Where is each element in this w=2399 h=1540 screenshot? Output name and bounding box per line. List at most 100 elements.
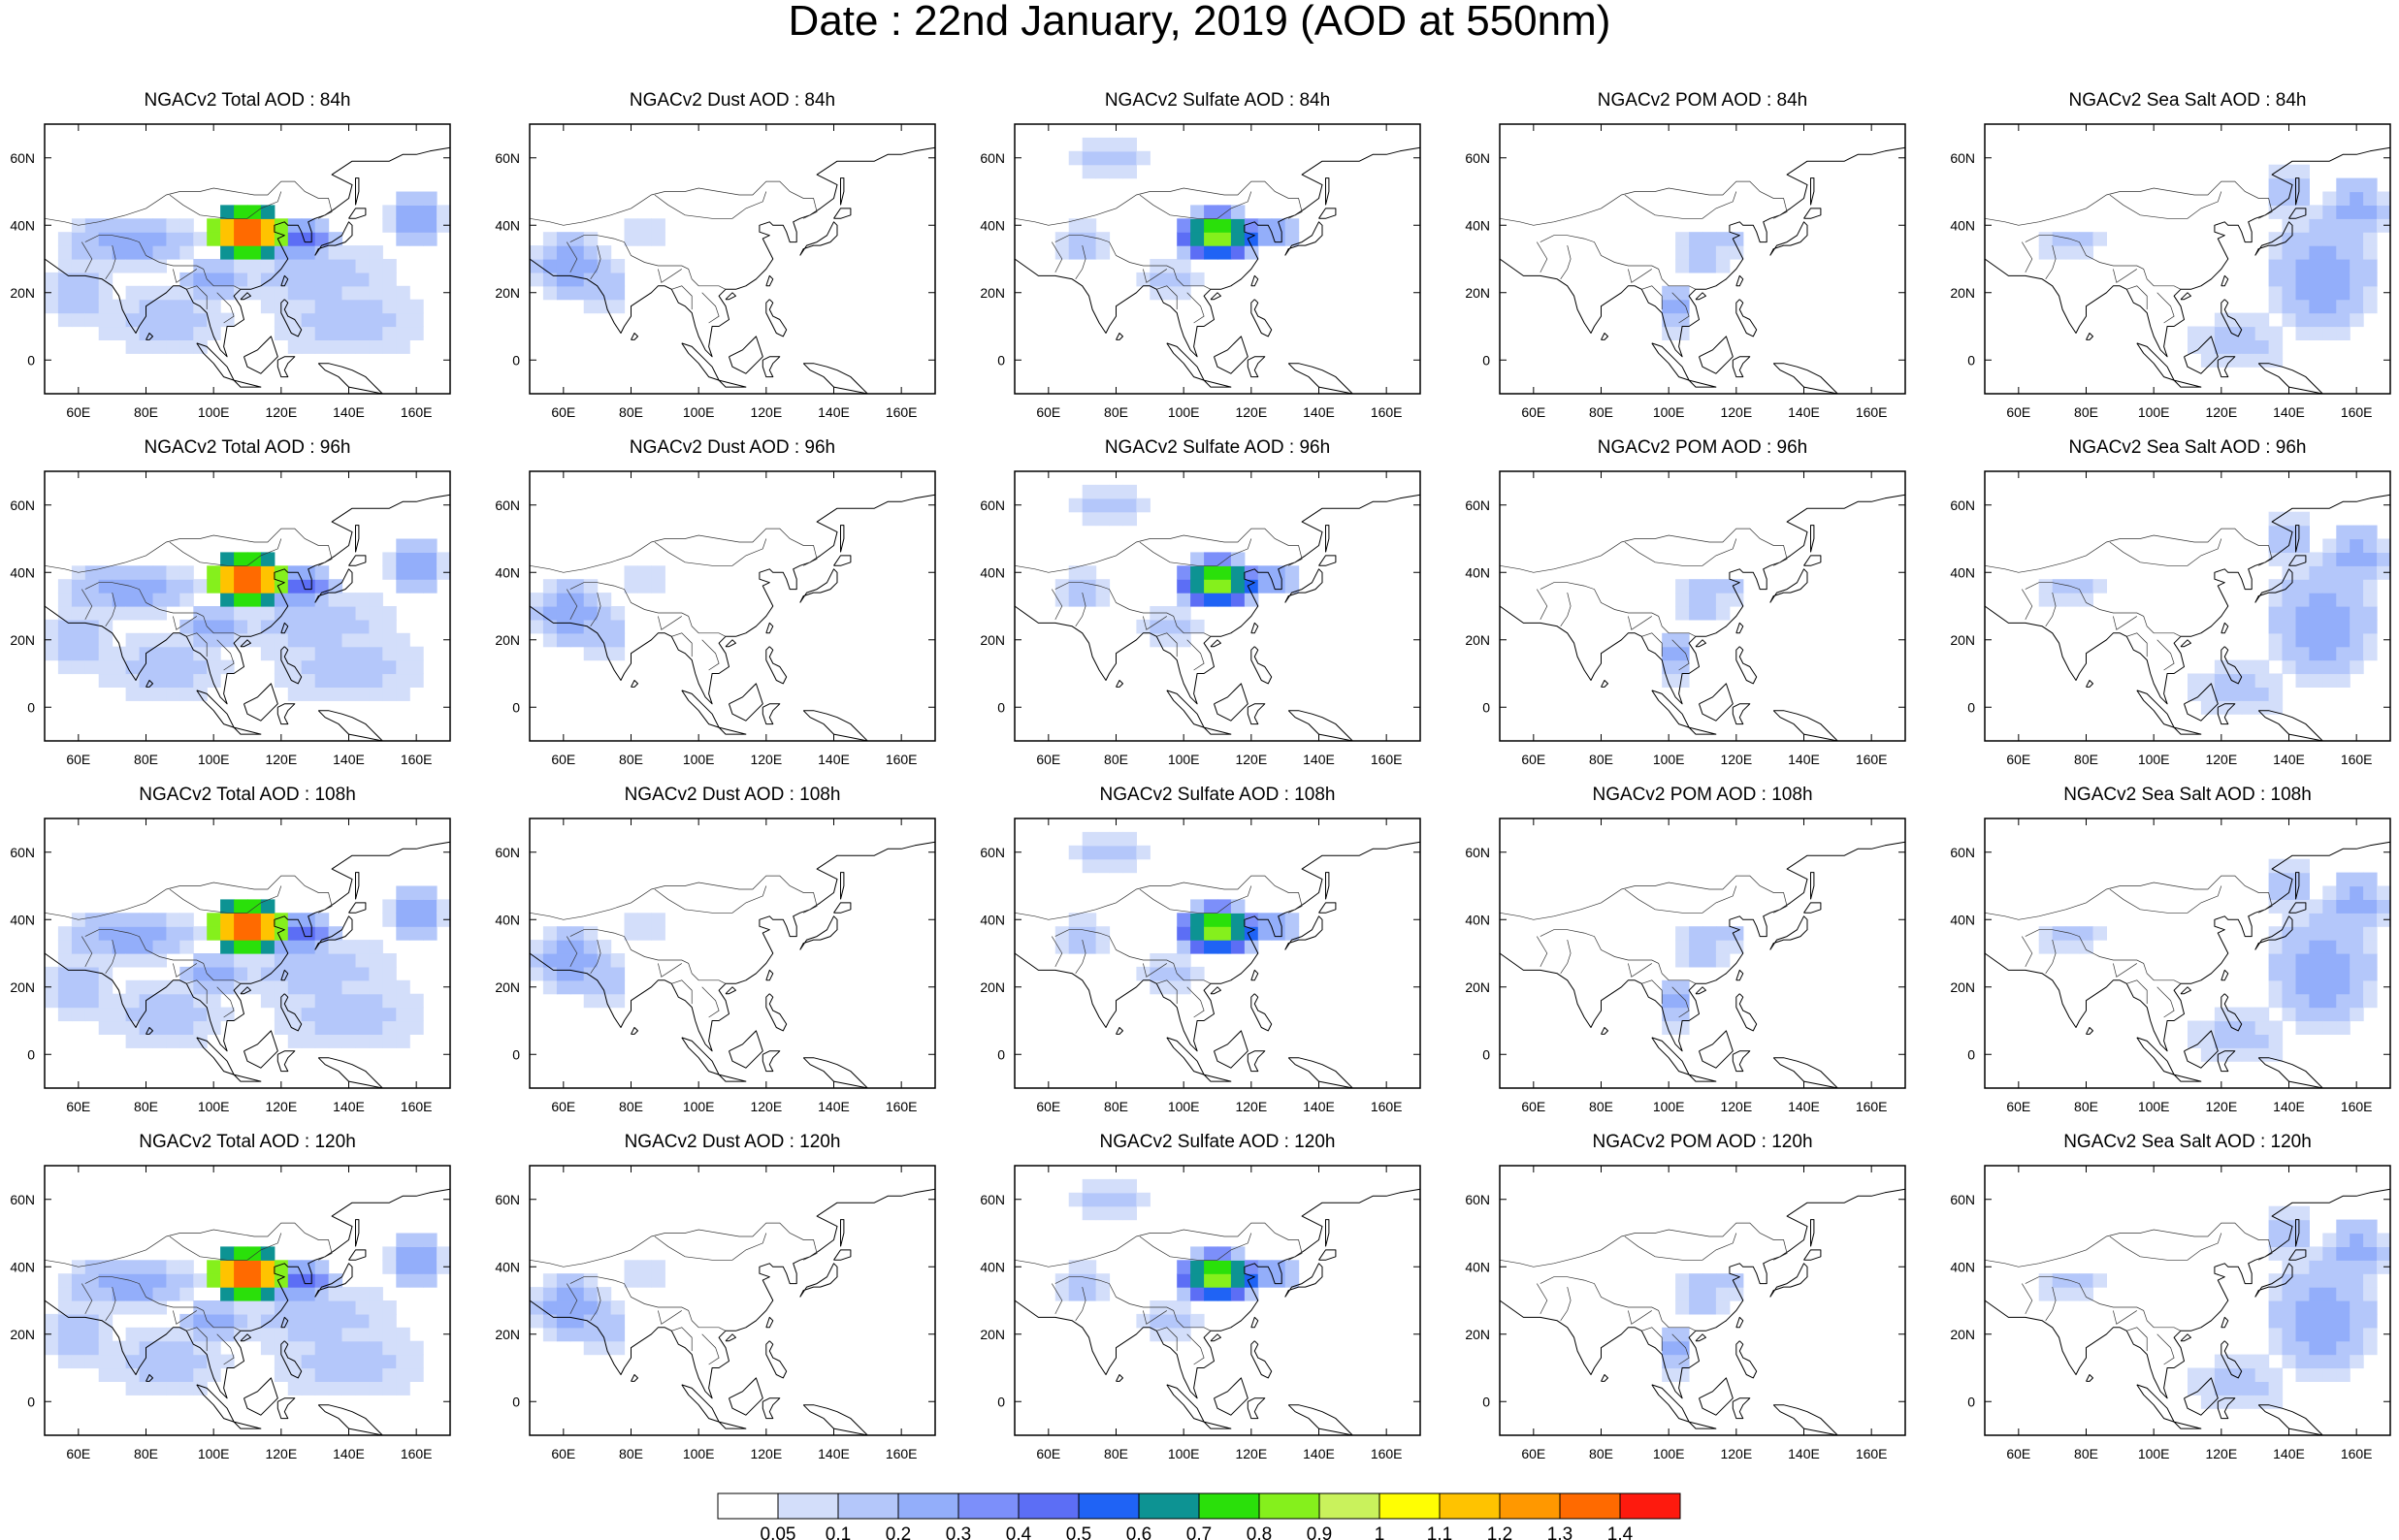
aod-cell [139, 1381, 153, 1396]
coastlines [529, 841, 936, 1089]
aod-cell [260, 646, 276, 661]
x-tick-label: 140E [2273, 1446, 2305, 1461]
aod-cell [2363, 285, 2378, 301]
coastline [718, 379, 747, 388]
aod-cell [84, 632, 100, 648]
aod-cell [1068, 845, 1084, 860]
aod-cell [247, 232, 262, 246]
x-tick-label: 160E [1371, 752, 1403, 767]
aod-cell [234, 619, 248, 634]
x-tick-label: 100E [198, 1446, 230, 1461]
y-tick-label: 20N [1465, 632, 1490, 648]
country-border [1075, 593, 1086, 626]
aod-cell [1068, 913, 1084, 927]
aod-cell [1122, 137, 1137, 152]
aod-cell [382, 899, 397, 914]
aod-cell [274, 979, 289, 995]
y-tick-label: 20N [495, 1327, 520, 1342]
aod-cell [2065, 1287, 2081, 1301]
country-border [590, 940, 601, 974]
aod-cell [179, 646, 194, 661]
panel-title: NGACv2 Sulfate AOD : 96h [1104, 437, 1331, 458]
aod-cell [287, 1273, 303, 1288]
aod-cell [234, 1246, 248, 1261]
aod-cell [125, 1327, 141, 1342]
aod-cell [98, 1287, 113, 1301]
aod-cell [1177, 218, 1191, 233]
country-border [173, 1310, 197, 1325]
x-tick-label: 160E [401, 1099, 433, 1114]
aod-cell [1662, 1367, 1676, 1382]
aod-cell [396, 218, 410, 233]
country-border [2022, 936, 2033, 968]
aod-cell [314, 1020, 330, 1035]
aod-cell [2363, 1260, 2378, 1274]
aod-cell [287, 1313, 303, 1329]
aod-cell [2363, 1246, 2378, 1261]
coastline [280, 993, 303, 1032]
x-tick-label: 120E [265, 1099, 297, 1114]
aod-cell [2241, 1395, 2256, 1409]
x-tick-label: 140E [1303, 1446, 1335, 1461]
aod-cell [2336, 606, 2350, 621]
aod-cell [542, 245, 558, 260]
aod-field [530, 913, 665, 1009]
aod-cell [2295, 272, 2310, 287]
aod-cell [98, 1007, 113, 1022]
country-border [1052, 1283, 1063, 1315]
x-tick-label: 100E [1168, 1446, 1200, 1461]
country-border [1628, 269, 1652, 283]
aod-cell [125, 1034, 141, 1048]
aod-cell [1109, 484, 1123, 499]
aod-cell [423, 218, 438, 233]
map-panel-total: 60E 80E 100E 120E 140E 160E 60N 40N 20N 0 NGACv2 T… [10, 782, 530, 1131]
coastline [2254, 1263, 2293, 1298]
aod-cell [2377, 885, 2391, 900]
x-tick-label: 80E [1589, 752, 1613, 767]
aod-field [530, 565, 665, 661]
aod-cell [220, 232, 235, 246]
x-tick-label: 120E [1720, 1099, 1752, 1114]
aod-cell [2322, 979, 2337, 995]
coastline [840, 1219, 845, 1247]
coastline [2221, 622, 2229, 634]
coastline [1499, 146, 1906, 358]
country-borders [1014, 875, 1303, 1018]
aod-cell [2377, 552, 2391, 566]
country-border [529, 1222, 818, 1267]
aod-cell [314, 259, 330, 273]
coastline [233, 1421, 262, 1429]
country-border [44, 180, 333, 226]
aod-cell [2336, 673, 2350, 688]
aod-cell [166, 1273, 180, 1288]
aod-cell [2282, 245, 2296, 260]
aod-cell [1715, 1287, 1731, 1301]
aod-cell [1204, 205, 1218, 219]
aod-cell [569, 926, 585, 941]
aod-cell [2295, 885, 2310, 900]
aod-cell [2322, 232, 2337, 246]
coastline [2086, 1374, 2093, 1382]
map-panel-dust: 60E 80E 100E 120E 140E 160E 60N 40N 20N 0 NGACv2 D… [495, 87, 1015, 436]
aod-cell [57, 1354, 73, 1369]
coastline [1984, 146, 2391, 358]
aod-cell [569, 619, 585, 634]
aod-cell [2309, 1020, 2323, 1035]
coastline [1247, 1397, 1266, 1420]
aod-cell [610, 272, 626, 287]
aod-cell [234, 259, 248, 273]
aod-cell [610, 619, 626, 634]
aod-cell [1204, 1273, 1218, 1288]
aod-cell [207, 1007, 221, 1022]
panel-title: NGACv2 Dust AOD : 84h [629, 90, 836, 111]
coastline [240, 986, 251, 995]
aod-cell [1675, 285, 1690, 301]
aod-cell [260, 966, 276, 981]
aod-cell [301, 940, 316, 954]
x-tick-label: 60E [1036, 1099, 1060, 1114]
colorbar-swatch [1439, 1492, 1501, 1520]
aod-cell [98, 312, 113, 328]
aod-cell [247, 259, 262, 273]
